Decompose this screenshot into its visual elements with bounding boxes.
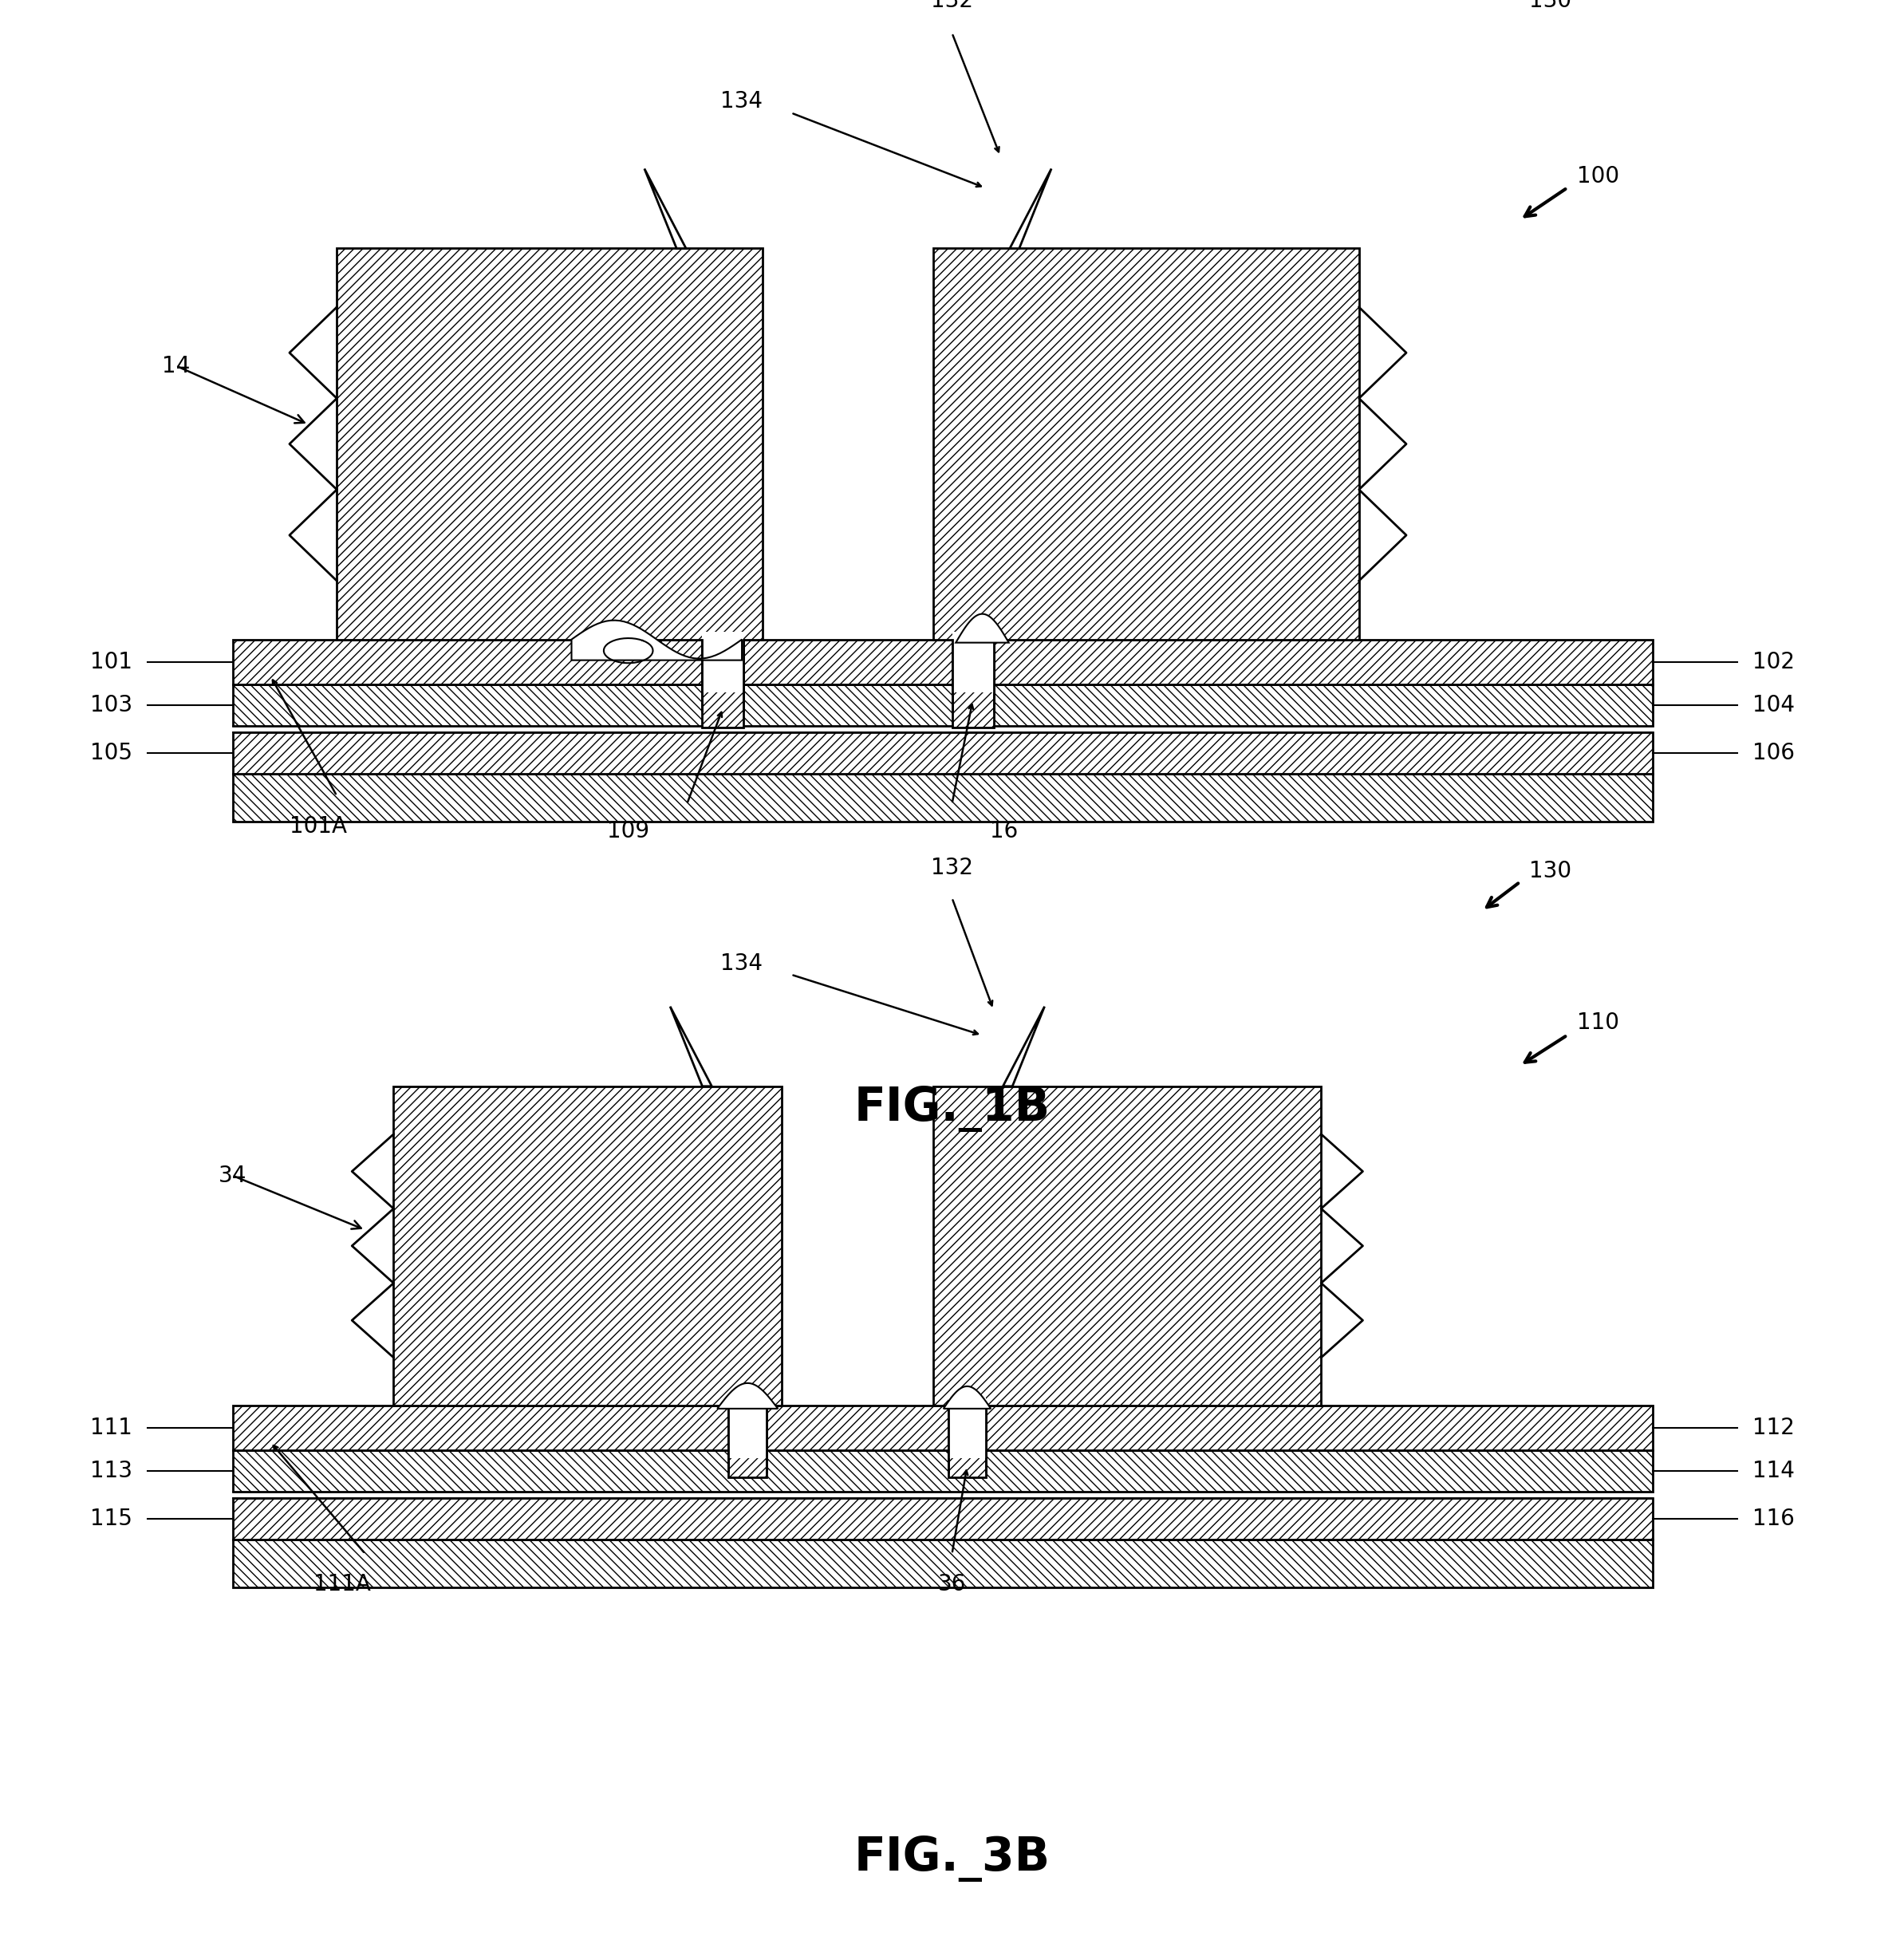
- Polygon shape: [956, 614, 1009, 643]
- Bar: [232, 1539, 1653, 1588]
- Text: 114: 114: [1754, 1460, 1795, 1483]
- Bar: [232, 683, 1653, 726]
- Text: 101A: 101A: [289, 815, 347, 838]
- Text: 134: 134: [720, 91, 764, 112]
- Bar: [232, 774, 1653, 821]
- Polygon shape: [1003, 1007, 1045, 1086]
- Text: 103: 103: [89, 693, 133, 716]
- Text: 110: 110: [1577, 1011, 1618, 1034]
- Text: 101: 101: [89, 650, 133, 674]
- Text: 130: 130: [1529, 860, 1571, 883]
- Text: 111A: 111A: [314, 1572, 371, 1595]
- Text: FIG._3B: FIG._3B: [853, 1835, 1051, 1882]
- Polygon shape: [644, 168, 685, 248]
- Text: 112: 112: [1754, 1417, 1795, 1438]
- Polygon shape: [571, 620, 743, 660]
- Text: 36: 36: [939, 1572, 965, 1595]
- Text: 16: 16: [990, 819, 1019, 842]
- Bar: [232, 1498, 1653, 1539]
- Bar: [729, 1398, 767, 1458]
- Text: 132: 132: [931, 856, 973, 879]
- Bar: [232, 1406, 1653, 1450]
- Bar: [948, 1398, 986, 1458]
- Polygon shape: [670, 1007, 712, 1086]
- Text: 111: 111: [89, 1417, 133, 1438]
- Text: FIG._1B: FIG._1B: [853, 1086, 1051, 1133]
- Text: 134: 134: [720, 953, 764, 974]
- Polygon shape: [394, 1086, 783, 1477]
- Text: 100: 100: [1577, 165, 1618, 188]
- Bar: [232, 732, 1653, 774]
- Text: 116: 116: [1754, 1508, 1795, 1529]
- Text: 34: 34: [219, 1164, 248, 1187]
- Text: 104: 104: [1754, 693, 1795, 716]
- Polygon shape: [1009, 168, 1051, 248]
- Polygon shape: [933, 1086, 1321, 1477]
- Polygon shape: [718, 1382, 779, 1409]
- Bar: [952, 631, 994, 691]
- Text: 109: 109: [607, 819, 649, 842]
- Bar: [703, 631, 744, 691]
- Text: 105: 105: [89, 741, 133, 765]
- Bar: [232, 639, 1653, 683]
- Text: 132: 132: [931, 0, 973, 12]
- Polygon shape: [933, 248, 1359, 728]
- Text: 130: 130: [1529, 0, 1571, 12]
- Polygon shape: [337, 248, 764, 728]
- Text: 14: 14: [162, 354, 190, 378]
- Text: 113: 113: [89, 1460, 133, 1483]
- Text: 102: 102: [1754, 650, 1795, 674]
- Text: 115: 115: [89, 1508, 133, 1529]
- Bar: [232, 1450, 1653, 1491]
- Polygon shape: [944, 1386, 990, 1409]
- Text: 106: 106: [1754, 741, 1795, 765]
